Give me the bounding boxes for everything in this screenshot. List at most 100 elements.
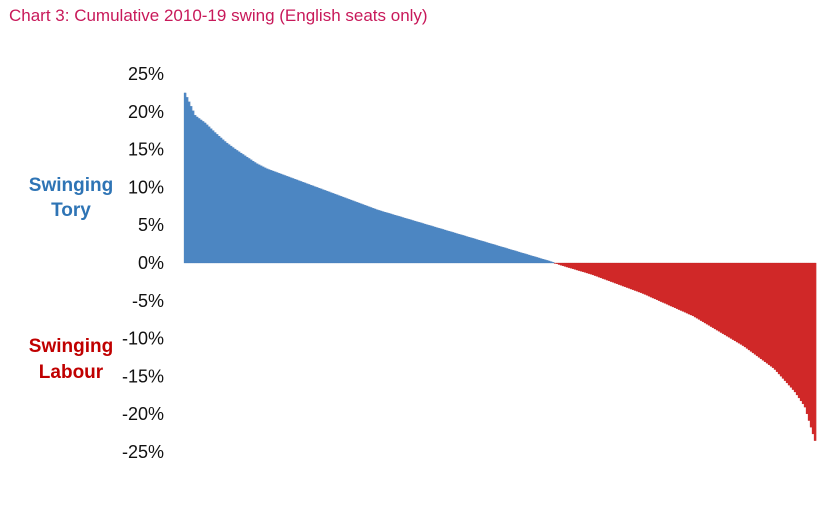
bar <box>393 214 397 264</box>
bar <box>797 262 801 399</box>
bar <box>507 248 511 264</box>
bar <box>259 165 263 264</box>
bar <box>289 177 293 264</box>
bar <box>803 262 807 408</box>
bar <box>501 247 505 264</box>
bar <box>267 169 271 264</box>
bar <box>479 240 483 264</box>
bar <box>759 262 763 360</box>
bar <box>551 262 555 264</box>
bar <box>685 262 689 314</box>
bar <box>477 239 481 264</box>
bar <box>243 155 247 264</box>
bar <box>609 262 613 282</box>
bar <box>377 210 381 264</box>
bar <box>355 202 359 264</box>
bar <box>309 185 313 264</box>
bar <box>531 256 535 264</box>
bar <box>353 201 357 264</box>
bar <box>423 223 427 264</box>
bar <box>323 190 327 264</box>
bar <box>677 262 681 310</box>
bar <box>729 262 733 339</box>
bar <box>399 216 403 264</box>
bar <box>293 179 297 264</box>
bar <box>441 229 445 264</box>
bar <box>231 147 235 264</box>
bar <box>311 185 315 264</box>
bar <box>499 246 503 264</box>
bar <box>271 170 275 264</box>
bar <box>389 213 393 264</box>
bar <box>739 262 743 345</box>
bar <box>433 226 437 264</box>
bar <box>581 262 585 272</box>
bar <box>525 254 529 264</box>
bar <box>357 202 361 264</box>
bar <box>613 262 617 284</box>
bar <box>185 97 189 264</box>
bar <box>563 262 567 267</box>
bar <box>435 227 439 264</box>
bar <box>681 262 685 312</box>
bar <box>651 262 655 299</box>
bar <box>539 258 543 264</box>
bar <box>709 262 713 327</box>
y-tick-label: -25% <box>122 442 164 462</box>
bar <box>785 262 789 384</box>
bar <box>763 262 767 363</box>
bar <box>437 228 441 264</box>
bar <box>487 242 491 264</box>
bar <box>645 262 649 296</box>
bar <box>707 262 711 326</box>
bar <box>317 187 321 264</box>
bar <box>671 262 675 308</box>
bar <box>789 262 793 388</box>
bar <box>723 262 727 336</box>
bar <box>585 262 589 274</box>
bar <box>205 124 209 264</box>
bar <box>771 262 775 368</box>
bar <box>195 116 199 264</box>
bar <box>483 241 487 264</box>
bar <box>453 232 457 264</box>
bar <box>505 248 509 264</box>
bar <box>491 244 495 264</box>
bar <box>813 262 817 441</box>
bar <box>285 176 289 264</box>
bar <box>579 262 583 272</box>
bar <box>269 170 273 264</box>
y-tick-label: -10% <box>122 329 164 349</box>
bar <box>191 110 195 264</box>
bar <box>615 262 619 284</box>
y-tick-label: -20% <box>122 404 164 424</box>
bar <box>697 262 701 320</box>
bar <box>439 228 443 264</box>
bar <box>753 262 757 355</box>
bar <box>255 163 259 264</box>
bar <box>667 262 671 306</box>
bar <box>249 159 253 264</box>
bar <box>731 262 735 340</box>
bar <box>299 181 303 264</box>
bar <box>201 121 205 264</box>
bar <box>395 215 399 264</box>
bar <box>351 200 355 264</box>
bar <box>331 193 335 264</box>
bar <box>427 225 431 264</box>
bar <box>411 220 415 264</box>
bar <box>463 235 467 264</box>
bar <box>343 197 347 264</box>
bar <box>219 137 223 264</box>
bar <box>595 262 599 277</box>
bar <box>347 199 351 264</box>
bar <box>745 262 749 349</box>
bar <box>741 262 745 346</box>
bar <box>305 183 309 264</box>
bar <box>517 251 521 264</box>
bar <box>589 262 593 275</box>
bar <box>765 262 769 364</box>
bar <box>597 262 601 278</box>
bar <box>603 262 607 280</box>
bar <box>627 262 631 289</box>
